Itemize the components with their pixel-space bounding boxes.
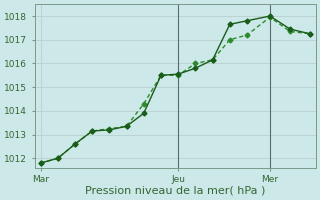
X-axis label: Pression niveau de la mer( hPa ): Pression niveau de la mer( hPa ): [85, 186, 266, 196]
